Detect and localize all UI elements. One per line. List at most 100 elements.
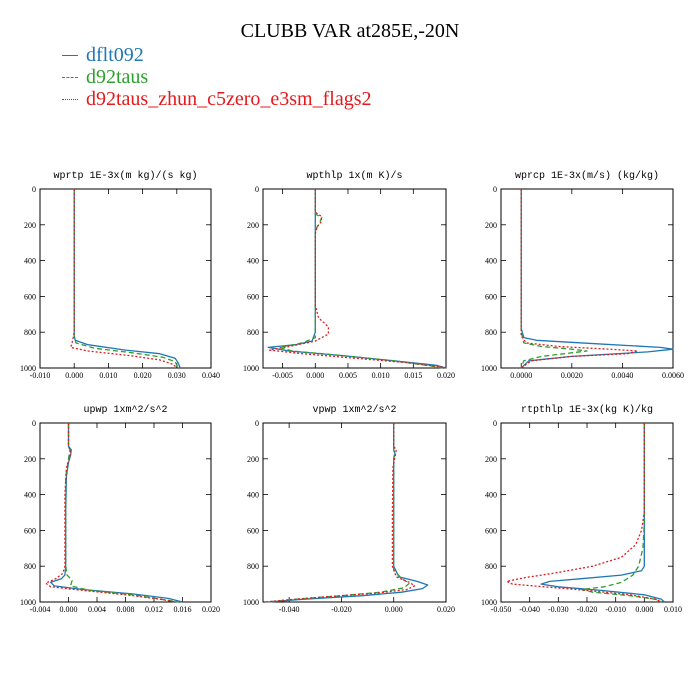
panel-title: wprcp 1E-3x(m/s) (kg/kg) — [515, 170, 659, 182]
series-line-d92taus — [265, 423, 411, 603]
plot-frame — [262, 422, 447, 603]
y-tick-label: 200 — [24, 455, 36, 464]
series-line-dflt092 — [267, 189, 447, 369]
legend-item-dflt092: dflt092 — [62, 44, 371, 66]
series-line-dflt092 — [540, 423, 665, 603]
legend-swatch-dflt092 — [62, 54, 78, 56]
y-tick-label: 400 — [24, 491, 36, 500]
x-tick-label: 0.015 — [404, 371, 422, 380]
y-tick-label: 400 — [247, 491, 259, 500]
legend-item-d92taus: d92taus — [62, 66, 371, 88]
x-tick-label: -0.020 — [331, 605, 352, 614]
legend-label-d92taus-zhun: d92taus_zhun_c5zero_e3sm_flags2 — [86, 88, 372, 110]
y-tick-label: 1000 — [481, 364, 497, 373]
x-tick-label: 0.0060 — [662, 371, 684, 380]
plot-frame — [500, 422, 674, 603]
y-tick-label: 600 — [485, 526, 497, 535]
y-tick-label: 200 — [485, 455, 497, 464]
legend-item-d92taus-zhun: d92taus_zhun_c5zero_e3sm_flags2 — [62, 88, 371, 110]
x-tick-label: 0.020 — [437, 605, 455, 614]
panel-4: upwp 1xm^2/s^2 0 200 400 600 800 1000-0.004 0.0… — [20, 404, 220, 614]
x-tick-label: -0.040 — [519, 605, 540, 614]
y-tick-label: 200 — [485, 221, 497, 230]
y-tick-label: 1000 — [20, 364, 36, 373]
x-tick-label: 0.020 — [134, 371, 152, 380]
legend-label-dflt092: dflt092 — [86, 44, 144, 66]
y-tick-label: 600 — [24, 292, 36, 301]
x-tick-label: 0.012 — [145, 605, 163, 614]
series-line-d92taus-zhun-c5zero-e3sm-flags2 — [506, 423, 662, 603]
x-tick-label: 0.010 — [99, 371, 117, 380]
y-tick-label: 800 — [247, 328, 259, 337]
y-tick-label: 800 — [485, 562, 497, 571]
x-tick-label: -0.030 — [548, 605, 569, 614]
y-tick-label: 400 — [485, 257, 497, 266]
series-line-d92taus-zhun-c5zero-e3sm-flags2 — [520, 189, 639, 369]
x-tick-label: 0.000 — [60, 605, 78, 614]
plot-frame — [39, 188, 212, 369]
x-tick-label: 0.016 — [174, 605, 192, 614]
x-tick-label: 0.030 — [168, 371, 186, 380]
panel-title: wpthlp 1x(m K)/s — [306, 170, 402, 182]
y-tick-label: 400 — [24, 257, 36, 266]
legend-swatch-d92taus — [62, 76, 78, 78]
y-tick-label: 0 — [255, 185, 259, 194]
legend: dflt092 d92taus d92taus_zhun_c5zero_e3sm… — [62, 44, 371, 110]
x-tick-label: 0.000 — [306, 371, 324, 380]
panel-2: wpthlp 1x(m K)/s 0 200 400 600 800 1000 -0.005 0… — [243, 170, 455, 380]
y-tick-label: 600 — [485, 292, 497, 301]
x-tick-label: 0.004 — [88, 605, 106, 614]
x-tick-label: -0.010 — [605, 605, 626, 614]
x-tick-label: 0.0000 — [510, 371, 532, 380]
y-tick-label: 0 — [255, 419, 259, 428]
legend-label-d92taus: d92taus — [86, 66, 149, 88]
series-line-d92taus-zhun-c5zero-e3sm-flags2 — [45, 423, 176, 603]
x-tick-label: -0.020 — [577, 605, 598, 614]
x-tick-label: 0.0040 — [611, 371, 633, 380]
y-tick-label: 800 — [24, 328, 36, 337]
y-tick-label: 0 — [493, 419, 497, 428]
chart-title: CLUBB VAR at285E,-20N — [240, 20, 460, 42]
series-line-dflt092 — [520, 189, 674, 369]
y-tick-label: 400 — [485, 491, 497, 500]
series-line-d92taus — [580, 423, 662, 603]
y-tick-label: 1000 — [243, 364, 259, 373]
series-line-d92taus — [278, 189, 443, 369]
y-tick-label: 200 — [247, 221, 259, 230]
x-tick-label: 0.010 — [664, 605, 682, 614]
y-tick-label: 0 — [493, 185, 497, 194]
series-line-dflt092 — [73, 189, 181, 369]
y-tick-label: 400 — [247, 257, 259, 266]
x-tick-label: 0.000 — [635, 605, 653, 614]
y-tick-label: 1000 — [481, 598, 497, 607]
y-tick-label: 800 — [247, 562, 259, 571]
series-line-d92taus-zhun-c5zero-e3sm-flags2 — [265, 423, 416, 603]
panel-title: wprtp 1E-3x(m kg)/(s kg) — [53, 170, 197, 182]
y-tick-label: 0 — [32, 419, 36, 428]
x-tick-label: 0.008 — [117, 605, 135, 614]
panel-title: vpwp 1xm^2/s^2 — [312, 404, 396, 416]
x-tick-label: 0.020 — [437, 371, 455, 380]
y-tick-label: 200 — [24, 221, 36, 230]
x-tick-label: 0.0020 — [561, 371, 583, 380]
y-tick-label: 800 — [485, 328, 497, 337]
y-tick-label: 800 — [24, 562, 36, 571]
x-tick-label: 0.040 — [202, 371, 220, 380]
x-tick-label: -0.040 — [279, 605, 300, 614]
y-tick-label: 200 — [247, 455, 259, 464]
y-tick-label: 1000 — [243, 598, 259, 607]
panel-3: wprcp 1E-3x(m/s) (kg/kg) 0 200 400 600 800 100… — [481, 170, 684, 380]
series-line-d92taus — [73, 189, 180, 369]
y-tick-label: 600 — [247, 526, 259, 535]
panel-title: upwp 1xm^2/s^2 — [83, 404, 167, 416]
x-tick-label: 0.010 — [372, 371, 390, 380]
y-tick-label: 1000 — [20, 598, 36, 607]
y-tick-label: 600 — [247, 292, 259, 301]
x-tick-label: 0.000 — [65, 371, 83, 380]
series-line-d92taus-zhun-c5zero-e3sm-flags2 — [70, 189, 178, 369]
legend-swatch-d92taus-zhun — [62, 98, 78, 100]
panel-5: vpwp 1xm^2/s^2 0 200 400 600 800 1000 -0.040 -0.… — [243, 404, 455, 614]
x-tick-label: -0.004 — [30, 605, 51, 614]
x-tick-label: 0.020 — [202, 605, 220, 614]
panel-6: rtpthlp 1E-3x(kg K)/kg02004006008001000-… — [481, 404, 682, 614]
